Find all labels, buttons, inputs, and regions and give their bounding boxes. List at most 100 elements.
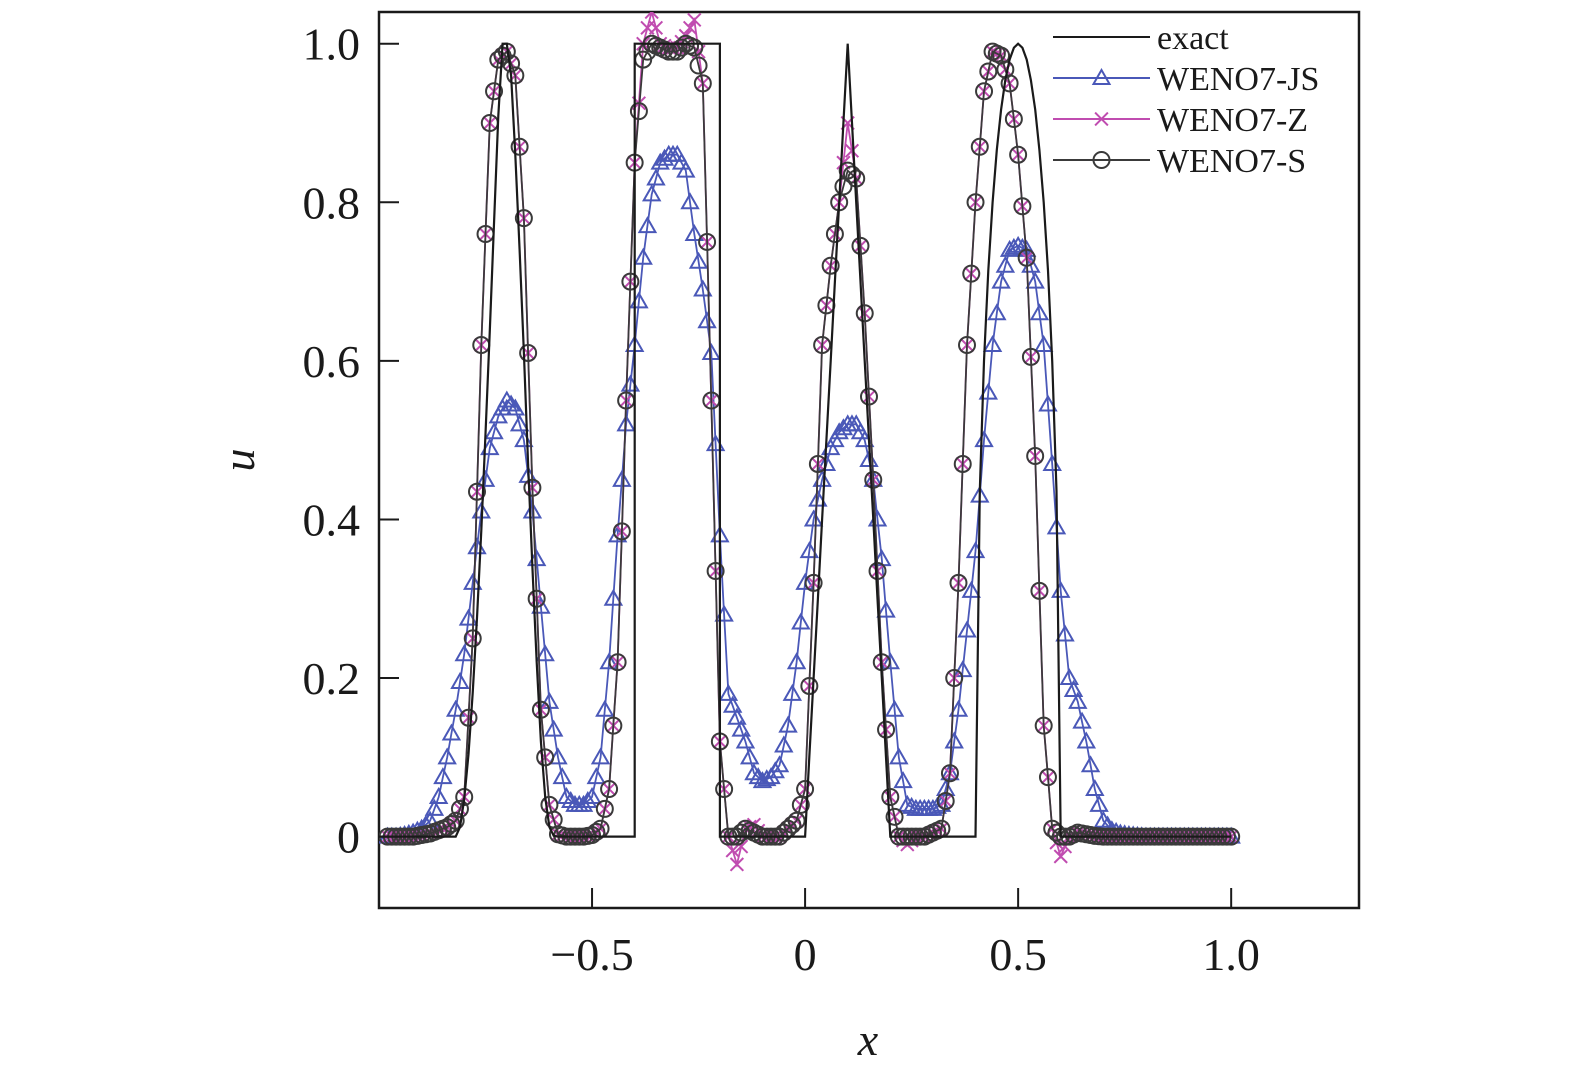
data-point (884, 699, 905, 717)
data-point (561, 790, 581, 808)
data-point (1034, 716, 1053, 735)
data-point (949, 573, 968, 592)
data-point (535, 644, 555, 662)
series-line (379, 42, 1232, 838)
legend-item: WENO7-Z (1053, 102, 1308, 139)
data-point (527, 589, 546, 608)
data-point (978, 382, 999, 400)
data-point (813, 336, 832, 355)
data-point (637, 216, 658, 234)
data-point (727, 707, 747, 725)
data-point (800, 676, 819, 695)
data-point (791, 612, 811, 630)
data-point (897, 794, 918, 812)
data-point (864, 470, 883, 489)
data-point (1030, 581, 1049, 600)
series-exact (379, 42, 1232, 838)
data-point (685, 38, 704, 57)
data-point (880, 652, 901, 670)
data-point (851, 236, 870, 255)
data-point (803, 509, 824, 527)
data-point (633, 247, 653, 265)
data-point (654, 148, 675, 166)
data-point (600, 780, 619, 799)
data-point (599, 652, 619, 670)
data-point (816, 453, 837, 471)
data-point (901, 796, 922, 814)
y-tick-label: 0.8 (303, 177, 361, 228)
data-point (987, 303, 1007, 321)
data-point (1029, 303, 1050, 321)
data-point (485, 82, 504, 101)
data-point (587, 822, 606, 841)
y-axis-label: u (213, 449, 264, 472)
data-point (1038, 768, 1057, 787)
data-point (586, 767, 607, 785)
data-point (769, 755, 790, 773)
data-point (718, 683, 739, 701)
data-point (556, 786, 577, 804)
data-point (1021, 347, 1040, 366)
data-point (608, 653, 627, 672)
data-point (957, 620, 977, 638)
data-point (1017, 248, 1036, 267)
data-point (450, 672, 470, 690)
data-point (468, 482, 486, 501)
legend-marker (1092, 151, 1111, 169)
data-point (621, 272, 640, 291)
data-point (889, 747, 909, 765)
data-point (680, 192, 700, 210)
data-point (735, 731, 756, 749)
data-point (940, 764, 959, 783)
legend-item: exact (1053, 20, 1229, 57)
data-point (531, 700, 550, 719)
data-point (935, 779, 956, 797)
data-point (1063, 679, 1084, 697)
data-point (729, 857, 745, 872)
data-point (1080, 755, 1101, 773)
data-point (970, 137, 989, 156)
data-point (808, 489, 828, 507)
legend-label: WENO7-S (1157, 143, 1306, 180)
data-point (860, 387, 878, 406)
legend-label: WENO7-JS (1157, 61, 1319, 98)
series-layer (379, 12, 1241, 872)
data-point (715, 780, 734, 799)
data-point (693, 74, 712, 93)
data-point (446, 811, 465, 830)
y-tick-label: 0 (337, 812, 360, 863)
y-tick-label: 0.2 (303, 653, 361, 704)
data-point (953, 454, 972, 473)
data-point (629, 102, 648, 121)
data-point (463, 572, 483, 590)
data-point (1055, 624, 1075, 642)
data-point (975, 82, 994, 101)
data-point (519, 343, 538, 362)
data-point (844, 143, 860, 158)
data-point (648, 20, 664, 35)
data-point (522, 501, 543, 519)
data-point (739, 747, 760, 765)
data-point (999, 239, 1020, 257)
data-point (885, 807, 904, 826)
data-point (428, 786, 449, 804)
data-point (450, 799, 469, 818)
data-point (604, 716, 623, 735)
data-point (732, 823, 751, 842)
data-point (923, 798, 943, 816)
data-point (748, 767, 768, 785)
data-point (1004, 110, 1023, 129)
data-point (1013, 197, 1032, 216)
data-point (641, 184, 662, 202)
data-point (505, 398, 526, 416)
data-point (701, 342, 722, 360)
data-point (684, 224, 705, 242)
data-point (842, 165, 861, 184)
data-point (590, 747, 611, 765)
data-point (514, 209, 533, 228)
data-point (1026, 447, 1045, 466)
data-point (1038, 394, 1058, 412)
x-tick-label: 0 (794, 929, 817, 980)
data-point (644, 12, 659, 20)
